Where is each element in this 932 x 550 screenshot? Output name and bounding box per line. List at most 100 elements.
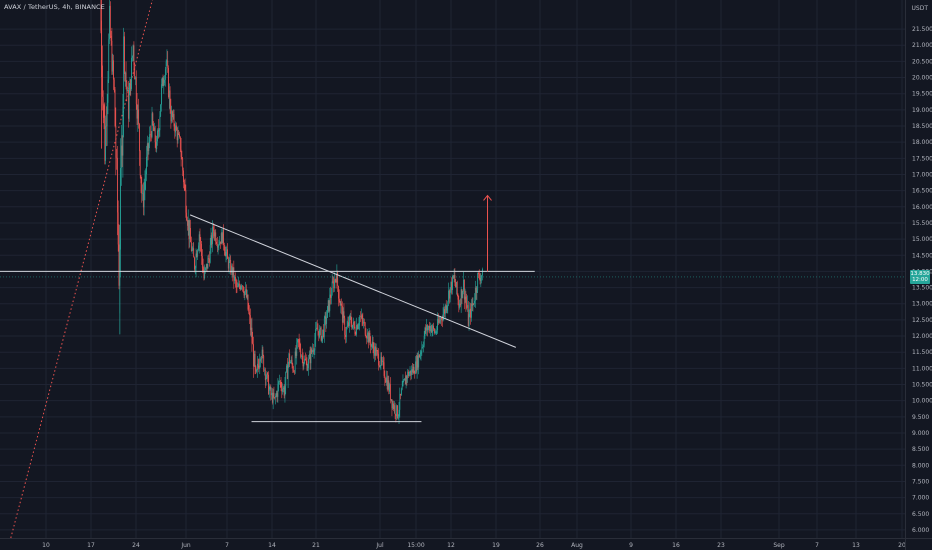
candle-body bbox=[468, 314, 470, 327]
candle-body bbox=[287, 364, 289, 379]
candle-body bbox=[273, 392, 275, 398]
candle-body bbox=[205, 267, 206, 271]
time-tick-label: 24 bbox=[132, 542, 140, 549]
candle-body bbox=[450, 281, 452, 288]
candle-body bbox=[302, 355, 304, 367]
candle-body bbox=[337, 272, 339, 287]
candle-body bbox=[268, 389, 270, 395]
candle-body bbox=[385, 379, 387, 383]
candle-body bbox=[134, 64, 136, 80]
candle-body bbox=[258, 365, 260, 368]
candle-body bbox=[400, 393, 401, 396]
candle-body bbox=[277, 384, 279, 397]
candle-body bbox=[393, 403, 394, 410]
price-tick-label: 7.500 bbox=[912, 478, 929, 485]
candle-body bbox=[410, 370, 412, 376]
candle-body bbox=[108, 39, 110, 80]
candle-body bbox=[187, 220, 189, 226]
candle-body bbox=[208, 258, 210, 259]
candle-body bbox=[365, 334, 367, 338]
candle-body bbox=[335, 279, 337, 283]
candle-body bbox=[330, 295, 332, 298]
candle-body bbox=[312, 350, 313, 353]
time-axis[interactable]: 10 17 24 Jun 7 14 21 Jul 15:00 12 19 26 Aug 9 16 23 Sep 7… bbox=[0, 538, 932, 550]
candle-body bbox=[474, 287, 476, 301]
candle-body bbox=[176, 130, 178, 141]
candle-body bbox=[433, 325, 435, 329]
candle-body bbox=[122, 106, 124, 156]
candle-body bbox=[170, 109, 172, 122]
candle-body bbox=[132, 45, 134, 57]
candle-body bbox=[190, 242, 192, 252]
candle-body bbox=[223, 229, 224, 246]
candle-body bbox=[266, 372, 268, 378]
candle-body bbox=[430, 326, 432, 333]
price-tick-label: 18.000 bbox=[912, 139, 932, 146]
candle-body bbox=[480, 277, 482, 281]
candle-body bbox=[143, 189, 145, 208]
time-tick-label: Jun bbox=[180, 542, 191, 549]
time-tick-label: Aug bbox=[571, 542, 583, 549]
candle-body bbox=[194, 257, 195, 270]
candle-body bbox=[185, 190, 187, 213]
price-axis[interactable]: 6.000 6.500 7.000 7.500 8.000 8.500 9.000 9.500… bbox=[905, 0, 932, 550]
price-tick-label: 15.500 bbox=[912, 220, 932, 227]
candle-body bbox=[196, 253, 198, 257]
candle-body bbox=[458, 299, 460, 308]
candle-body bbox=[167, 60, 169, 68]
candle-body bbox=[441, 319, 443, 321]
candle-body bbox=[121, 145, 123, 156]
candle-body bbox=[243, 291, 245, 296]
candle-body bbox=[227, 258, 229, 269]
candle-body bbox=[352, 324, 354, 329]
drawings bbox=[0, 194, 905, 423]
candle-body bbox=[179, 134, 180, 137]
price-tick-label: 15.000 bbox=[912, 236, 932, 243]
trendline[interactable] bbox=[189, 214, 517, 348]
candle-body bbox=[473, 303, 475, 304]
candle-body bbox=[123, 36, 125, 107]
candle-body bbox=[341, 305, 343, 323]
candle-body bbox=[236, 286, 238, 288]
arrow-head-icon bbox=[483, 194, 492, 201]
candle-body bbox=[312, 350, 314, 352]
price-tick-label: 9.500 bbox=[912, 414, 929, 421]
candle-body bbox=[120, 145, 122, 169]
candle-body bbox=[117, 212, 119, 245]
candle-body bbox=[305, 358, 306, 361]
candle-body bbox=[278, 381, 280, 385]
candle-body bbox=[444, 309, 446, 314]
candle-body bbox=[400, 389, 402, 396]
candle-body bbox=[139, 124, 140, 152]
candle-body bbox=[131, 56, 133, 58]
candle-body bbox=[262, 349, 264, 356]
candle-body bbox=[161, 84, 162, 105]
candle-body bbox=[238, 283, 240, 287]
price-tick-label: 8.500 bbox=[912, 446, 929, 453]
time-tick-label: 12 bbox=[447, 542, 455, 549]
candle-body bbox=[372, 341, 374, 348]
time-tick-label: Sep bbox=[773, 542, 785, 549]
candle-body bbox=[349, 316, 351, 317]
price-tick-label: 18.500 bbox=[912, 123, 932, 130]
candle-body bbox=[274, 397, 276, 398]
candle-body bbox=[470, 308, 472, 318]
dotted-trendline-path bbox=[10, 0, 153, 539]
last-price-tag: 13.830 12:00 bbox=[910, 269, 930, 284]
candle-body bbox=[314, 339, 316, 351]
candle-body bbox=[341, 303, 342, 306]
candle-body bbox=[146, 143, 148, 157]
candle-body bbox=[325, 316, 327, 324]
candle-body bbox=[241, 285, 243, 287]
candle-body bbox=[364, 321, 365, 323]
candle-body bbox=[404, 378, 406, 385]
candle-body bbox=[426, 325, 428, 331]
candle-body bbox=[408, 371, 409, 377]
candle-body bbox=[150, 134, 151, 135]
candle-body bbox=[408, 373, 410, 377]
candle-body bbox=[334, 279, 335, 289]
candle-body bbox=[115, 126, 117, 158]
price-tick-label: 17.500 bbox=[912, 155, 932, 162]
candle-body bbox=[127, 90, 129, 92]
